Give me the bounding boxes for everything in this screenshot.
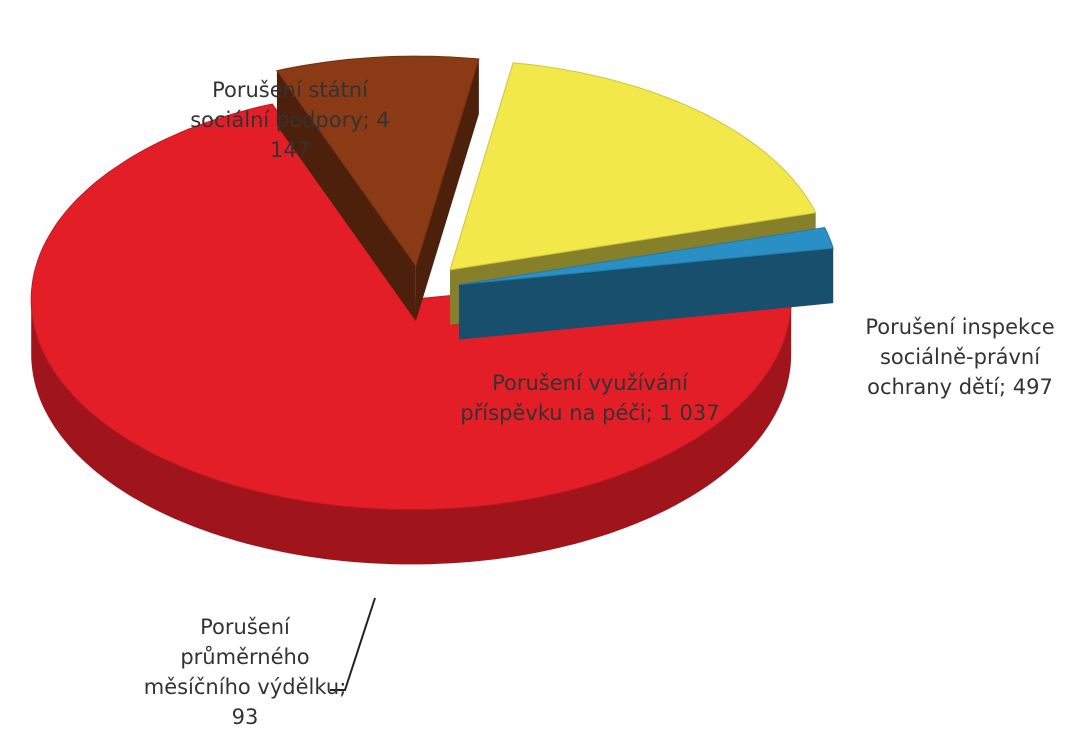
slice-wall: [415, 59, 479, 322]
data-label: Porušení inspekce sociálně-právní ochran…: [840, 312, 1066, 402]
data-label: Porušení státní sociální podpory; 4 147: [175, 75, 405, 165]
value: 497: [1012, 375, 1053, 399]
category: Porušení využívání příspěvku na péči: [460, 371, 688, 425]
slice-wall: [276, 70, 416, 322]
category: Porušení inspekce sociálně-právní ochran…: [865, 315, 1055, 399]
separator: ;: [645, 401, 660, 425]
slice-side: [31, 299, 792, 565]
slice: [449, 62, 817, 271]
value: 4 147: [269, 108, 390, 162]
value: 1 037: [659, 401, 720, 425]
separator: ;: [999, 375, 1013, 399]
separator: ;: [339, 675, 347, 699]
data-label: Porušení průměrného měsíčního výdělku; 9…: [140, 612, 350, 732]
slice: [276, 55, 480, 268]
category: Porušení průměrného měsíčního výdělku: [143, 615, 340, 699]
slice: [458, 226, 834, 286]
value: 93: [231, 705, 259, 729]
separator: ;: [362, 108, 377, 132]
leader-line: [330, 597, 376, 691]
data-label: Porušení využívání příspěvku na péči; 1 …: [460, 368, 720, 428]
slice-wall: [458, 248, 834, 340]
category: Porušení státní sociální podpory: [190, 78, 368, 132]
